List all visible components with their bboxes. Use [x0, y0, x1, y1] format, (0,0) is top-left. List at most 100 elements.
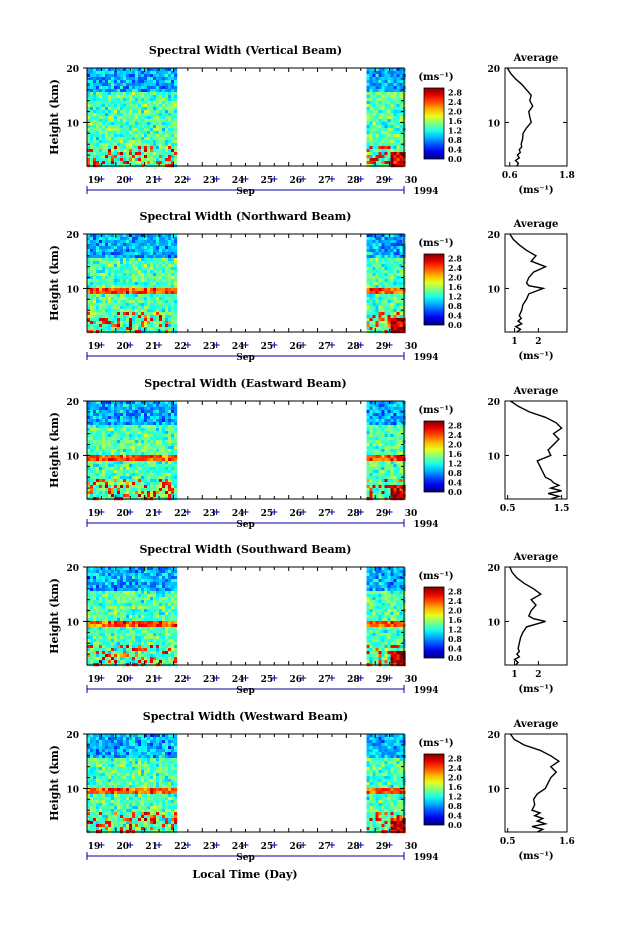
heatmap-cell	[372, 306, 376, 310]
heatmap-cell	[396, 143, 400, 147]
heatmap-cell	[111, 128, 115, 132]
heatmap-cell	[99, 119, 103, 123]
heatmap-cell	[396, 270, 400, 274]
heatmap-cell	[369, 149, 373, 153]
heatmap-cell	[93, 249, 97, 253]
heatmap-cell	[390, 428, 394, 432]
heatmap-cell	[378, 321, 382, 325]
heatmap-cell	[132, 464, 136, 468]
heatmap-cell	[126, 255, 130, 259]
heatmap-cell	[96, 77, 100, 81]
heatmap-cell	[165, 309, 169, 313]
heatmap-cell	[90, 458, 94, 462]
heatmap-cell	[114, 116, 118, 120]
heatmap-cell	[135, 107, 139, 111]
heatmap-cell	[399, 294, 403, 298]
heatmap-cell	[162, 285, 166, 289]
heatmap-cell	[141, 491, 145, 495]
heatmap-cell	[390, 440, 394, 444]
heatmap-cell	[141, 404, 145, 408]
heatmap-cell	[126, 249, 130, 253]
heatmap-cell	[168, 297, 172, 301]
heatmap-cell	[114, 458, 118, 462]
heatmap-cell	[138, 428, 142, 432]
heatmap-cell	[117, 77, 121, 81]
heatmap-cell	[381, 321, 385, 325]
heatmap-cell	[135, 494, 139, 498]
heatmap-cell	[144, 237, 148, 241]
heatmap-cell	[141, 291, 145, 295]
heatmap-cell	[108, 246, 112, 250]
heatmap-cell	[96, 606, 100, 610]
average-x-label: (ms⁻¹)	[518, 185, 553, 196]
heatmap-cell	[90, 89, 94, 93]
heatmap-cell	[129, 71, 133, 75]
heatmap-cell	[159, 89, 163, 93]
heatmap-cell	[378, 276, 382, 280]
heatmap-cell	[111, 573, 115, 577]
heatmap-cell	[132, 122, 136, 126]
heatmap-cell	[378, 437, 382, 441]
heatmap-cell	[372, 155, 376, 159]
heatmap-cell	[114, 267, 118, 271]
heatmap-cell	[99, 104, 103, 108]
heatmap-cell	[147, 437, 151, 441]
heatmap-cell	[90, 294, 94, 298]
heatmap-cell	[369, 422, 373, 426]
heatmap-cell	[108, 401, 112, 405]
heatmap-cell	[144, 161, 148, 165]
heatmap-cell	[159, 279, 163, 283]
heatmap-cell	[174, 494, 178, 498]
heatmap-cell	[147, 276, 151, 280]
heatmap-cell	[105, 237, 109, 241]
colorbar	[423, 87, 445, 160]
heatmap-cell	[99, 267, 103, 271]
heatmap-cell	[381, 74, 385, 78]
heatmap-cell	[129, 327, 133, 331]
heatmap-cell	[117, 312, 121, 316]
heatmap-cell	[114, 303, 118, 307]
heatmap-cell	[381, 246, 385, 250]
heatmap-cell	[366, 249, 370, 253]
heatmap-cell	[123, 321, 127, 325]
heatmap-cell	[174, 149, 178, 153]
heatmap-cell	[114, 119, 118, 123]
heatmap-cell	[93, 437, 97, 441]
heatmap-cell	[384, 327, 388, 331]
y-axis-label: Height (km)	[48, 245, 61, 321]
heatmap-cell	[132, 252, 136, 256]
heatmap-cell	[90, 567, 94, 571]
heatmap-cell	[153, 110, 157, 114]
heatmap-cell	[366, 404, 370, 408]
heatmap-cell	[168, 437, 172, 441]
heatmap-cell	[144, 249, 148, 253]
heatmap-cell	[159, 282, 163, 286]
heatmap-cell	[381, 291, 385, 295]
heatmap-cell	[111, 576, 115, 580]
heatmap-cell	[153, 407, 157, 411]
heatmap-cell	[108, 74, 112, 78]
heatmap-cell	[132, 470, 136, 474]
heatmap-cell	[150, 122, 154, 126]
heatmap-cell	[171, 110, 175, 114]
heatmap-cell	[117, 488, 121, 492]
heatmap-cell	[393, 146, 397, 150]
heatmap-cell	[384, 476, 388, 480]
heatmap-cell	[396, 324, 400, 328]
heatmap-cell	[129, 107, 133, 111]
heatmap-cell	[174, 324, 178, 328]
heatmap-cell	[390, 297, 394, 301]
heatmap-cell	[87, 639, 91, 643]
heatmap-cell	[396, 246, 400, 250]
heatmap-cell	[147, 473, 151, 477]
heatmap-cell	[132, 83, 136, 87]
heatmap-cell	[384, 92, 388, 96]
heatmap-cell	[399, 92, 403, 96]
heatmap-cell	[168, 273, 172, 277]
heatmap-cell	[390, 321, 394, 325]
heatmap-cell	[126, 86, 130, 90]
heatmap-cell	[399, 155, 403, 159]
heatmap-cell	[147, 297, 151, 301]
heatmap-cell	[96, 92, 100, 96]
heatmap-cell	[102, 452, 106, 456]
